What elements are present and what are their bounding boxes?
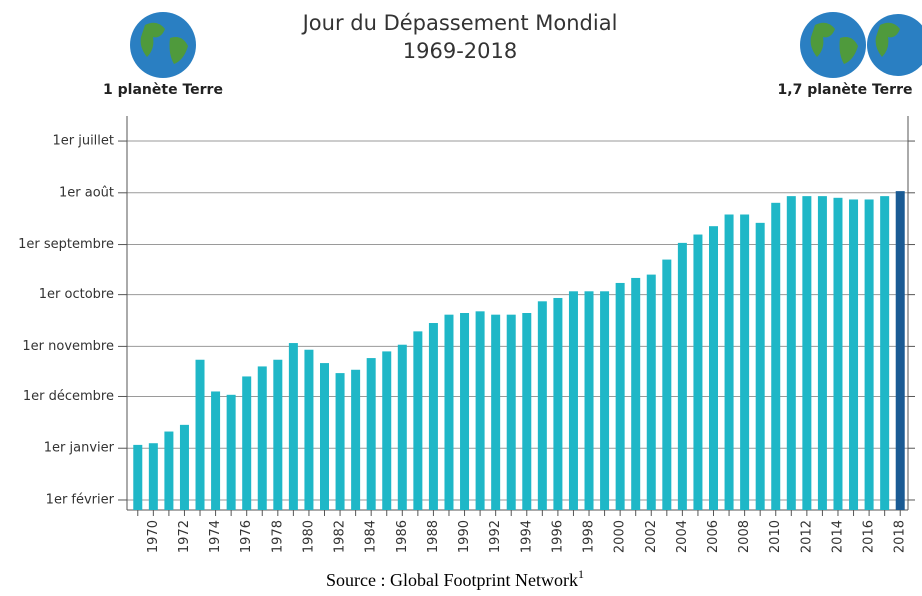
bar xyxy=(460,313,469,510)
bar xyxy=(180,425,189,510)
bar xyxy=(849,199,858,510)
x-tick-label: 2008 xyxy=(737,520,752,553)
bar xyxy=(802,196,811,510)
x-tick-label: 2006 xyxy=(706,520,721,553)
y-tick-label: 1er novembre xyxy=(22,339,114,354)
chart-subtitle: 1969-2018 xyxy=(403,39,517,63)
y-tick-label: 1er août xyxy=(59,185,114,200)
bar xyxy=(258,366,267,510)
bar xyxy=(367,358,376,510)
bar xyxy=(756,223,765,510)
bar xyxy=(398,345,407,510)
x-tick-label: 1980 xyxy=(301,520,316,553)
bar xyxy=(616,283,625,510)
x-tick-label: 1974 xyxy=(208,520,223,553)
x-tick-label: 1976 xyxy=(239,520,254,553)
x-tick-label: 1986 xyxy=(395,520,410,553)
x-tick-label: 1988 xyxy=(426,520,441,553)
bar xyxy=(693,235,702,510)
bar xyxy=(196,360,205,510)
bar xyxy=(647,275,656,510)
bar xyxy=(569,291,578,510)
right-label: 1,7 planète Terre xyxy=(778,82,913,98)
bar xyxy=(429,323,438,510)
x-tick-label: 1984 xyxy=(364,520,379,553)
source: Source : Global Footprint Network1 xyxy=(326,567,584,590)
y-tick-label: 1er janvier xyxy=(44,441,115,456)
bar xyxy=(880,196,889,510)
bar xyxy=(725,215,734,511)
bar xyxy=(444,315,453,510)
y-tick-label: 1er juillet xyxy=(52,134,114,149)
bar xyxy=(413,331,422,510)
chart: Jour du Dépassement Mondial 1969-2018 1 … xyxy=(0,0,922,596)
x-tick-label: 1994 xyxy=(519,520,534,553)
x-tick-label: 1992 xyxy=(488,520,503,553)
bar xyxy=(538,301,547,510)
x-tick-label: 1978 xyxy=(270,520,285,553)
bar xyxy=(522,313,531,510)
y-tick-label: 1er septembre xyxy=(18,237,114,252)
x-tick-label: 1998 xyxy=(582,520,597,553)
x-tick-label: 2000 xyxy=(613,520,628,553)
bar xyxy=(631,278,640,510)
bar xyxy=(382,351,391,510)
bar xyxy=(833,198,842,510)
source-text: Source : Global Footprint Network xyxy=(326,570,578,590)
bar xyxy=(242,376,251,510)
x-tick-label: 2016 xyxy=(862,520,877,553)
bar xyxy=(662,260,671,510)
bar xyxy=(865,199,874,510)
y-tick-label: 1er décembre xyxy=(23,389,114,404)
bar xyxy=(227,395,236,510)
bar xyxy=(771,203,780,510)
bar xyxy=(164,432,173,510)
x-tick-label: 2014 xyxy=(830,520,845,553)
x-tick-label: 2012 xyxy=(799,520,814,553)
bar xyxy=(133,445,142,510)
bar xyxy=(553,298,562,510)
source-note: 1 xyxy=(578,567,584,581)
bar xyxy=(787,196,796,510)
bar xyxy=(336,373,345,510)
y-tick-label: 1er octobre xyxy=(39,287,114,302)
x-tick-label: 1970 xyxy=(146,520,161,553)
bar xyxy=(304,350,313,510)
bar xyxy=(507,315,516,510)
bar xyxy=(585,291,594,510)
x-tick-label: 2002 xyxy=(644,520,659,553)
x-tick-label: 2004 xyxy=(675,520,690,553)
bar xyxy=(740,215,749,511)
chart-title: Jour du Dépassement Mondial xyxy=(301,11,618,35)
bar xyxy=(818,196,827,510)
bar xyxy=(149,443,158,510)
bar xyxy=(491,315,500,510)
bar xyxy=(678,243,687,510)
bar xyxy=(289,343,298,510)
x-tick-label: 1972 xyxy=(177,520,192,553)
page: Jour du Dépassement Mondial 1969-2018 1 … xyxy=(0,0,922,596)
bar xyxy=(896,191,905,510)
x-tick-label: 2010 xyxy=(768,520,783,553)
bar xyxy=(320,363,329,510)
globe-right xyxy=(800,12,922,78)
globe-left xyxy=(130,12,196,78)
x-tick-label: 2018 xyxy=(893,520,908,553)
x-tick-label: 1990 xyxy=(457,520,472,553)
left-label: 1 planète Terre xyxy=(103,82,223,98)
bar xyxy=(211,391,220,510)
y-tick-label: 1er février xyxy=(46,492,115,507)
bar xyxy=(476,311,485,510)
x-tick-label: 1996 xyxy=(550,520,565,553)
bar xyxy=(600,291,609,510)
bar xyxy=(709,226,718,510)
bar xyxy=(351,370,360,510)
x-tick-label: 1982 xyxy=(333,520,348,553)
bar xyxy=(273,360,282,510)
